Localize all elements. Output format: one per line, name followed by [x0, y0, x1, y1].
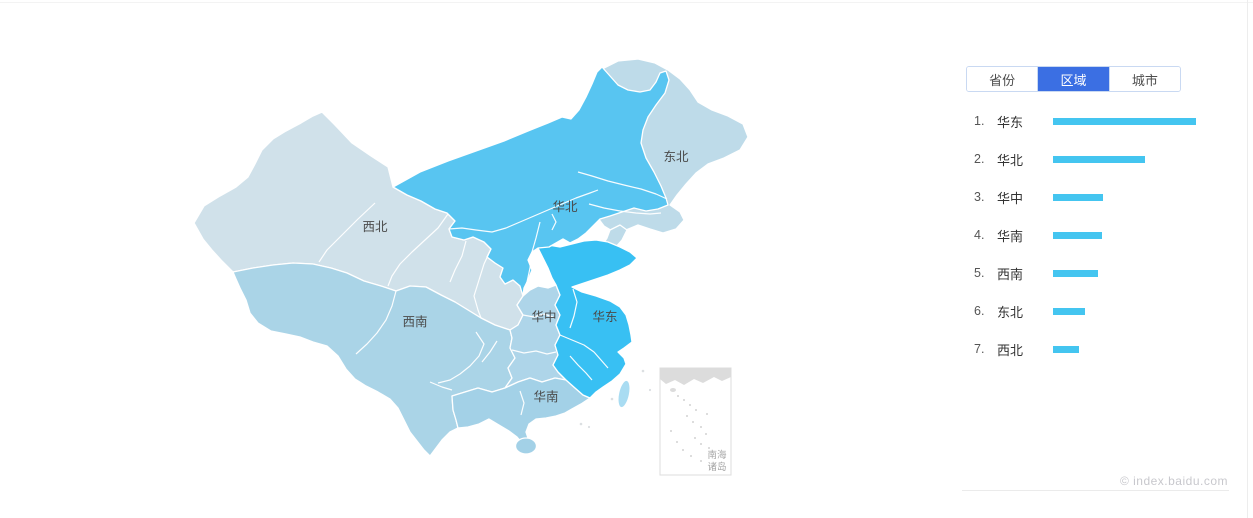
map-island-taiwan[interactable] [616, 379, 633, 409]
map-label-huazhong: 华中 [531, 309, 556, 324]
province-borders-central [511, 313, 557, 355]
rank-bar [1053, 345, 1079, 353]
rank-bar [1053, 269, 1098, 277]
rank-bar [1053, 193, 1103, 201]
province-borders-north [448, 189, 599, 297]
rank-row[interactable]: 4. 华南 [962, 216, 1238, 254]
tab-province[interactable]: 省份 [967, 67, 1039, 91]
map-island-hainan[interactable] [514, 437, 538, 455]
rank-bar [1053, 155, 1145, 163]
map-region-huadong[interactable] [537, 239, 638, 399]
region-ranking-list: 1. 华东 2. 华北 3. 华中 4. 华南 5. 西南 6. 东北 7. 西… [962, 102, 1238, 368]
top-border-line [0, 2, 1253, 3]
map-label-xinan: 西南 [402, 314, 427, 329]
province-borders-south [519, 390, 525, 416]
rank-row[interactable]: 2. 华北 [962, 140, 1238, 178]
rank-bar [1053, 307, 1085, 315]
rank-region-name: 华北 [997, 152, 1024, 168]
rank-number: 3. [974, 190, 985, 204]
rank-number: 5. [974, 266, 985, 280]
map-label-huadong: 华东 [592, 309, 617, 324]
map-label-xibei: 西北 [362, 220, 388, 234]
south-china-sea-inset: 南海 诸岛 [659, 367, 732, 476]
inset-island [670, 388, 676, 392]
rank-row[interactable]: 1. 华东 [962, 102, 1238, 140]
watermark: © index.baidu.com [1119, 474, 1228, 488]
tab-city[interactable]: 城市 [1109, 67, 1180, 91]
rank-row[interactable]: 6. 东北 [962, 292, 1238, 330]
rank-region-name: 东北 [997, 304, 1024, 320]
province-borders-east [559, 288, 609, 381]
inset-coastline [660, 368, 731, 385]
inset-label-line2: 诸岛 [707, 461, 726, 473]
inset-label-line1: 南海 [707, 449, 727, 461]
map-label-dongbei: 东北 [663, 150, 689, 164]
rank-row[interactable]: 5. 西南 [962, 254, 1238, 292]
map-label-huabei: 华北 [552, 199, 578, 214]
rank-number: 1. [974, 114, 985, 128]
bottom-divider [962, 490, 1229, 491]
province-borders-west [318, 202, 492, 319]
tab-region[interactable]: 区域 [1038, 67, 1110, 91]
rank-bar [1053, 231, 1102, 239]
rank-row[interactable]: 3. 华中 [962, 178, 1238, 216]
right-border-line [1247, 0, 1248, 518]
inset-frame [659, 367, 732, 476]
rank-region-name: 华南 [997, 228, 1024, 244]
rank-region-name: 华中 [997, 190, 1024, 206]
rank-number: 6. [974, 304, 985, 318]
rank-bar [1053, 117, 1196, 125]
rank-number: 4. [974, 228, 985, 242]
rank-region-name: 华东 [997, 114, 1024, 130]
inset-islet-dots [670, 395, 710, 462]
map-scope-tab-group: 省份 区域 城市 [966, 66, 1181, 92]
rank-region-name: 西北 [997, 342, 1024, 358]
sea-islet-dots [579, 369, 652, 429]
map-label-huanan: 华南 [533, 389, 558, 404]
rank-region-name: 西南 [997, 266, 1024, 282]
rank-row[interactable]: 7. 西北 [962, 330, 1238, 368]
province-borders-southwest [355, 290, 498, 391]
rank-number: 7. [974, 342, 985, 356]
rank-number: 2. [974, 152, 985, 166]
province-borders-northeast [577, 171, 668, 215]
